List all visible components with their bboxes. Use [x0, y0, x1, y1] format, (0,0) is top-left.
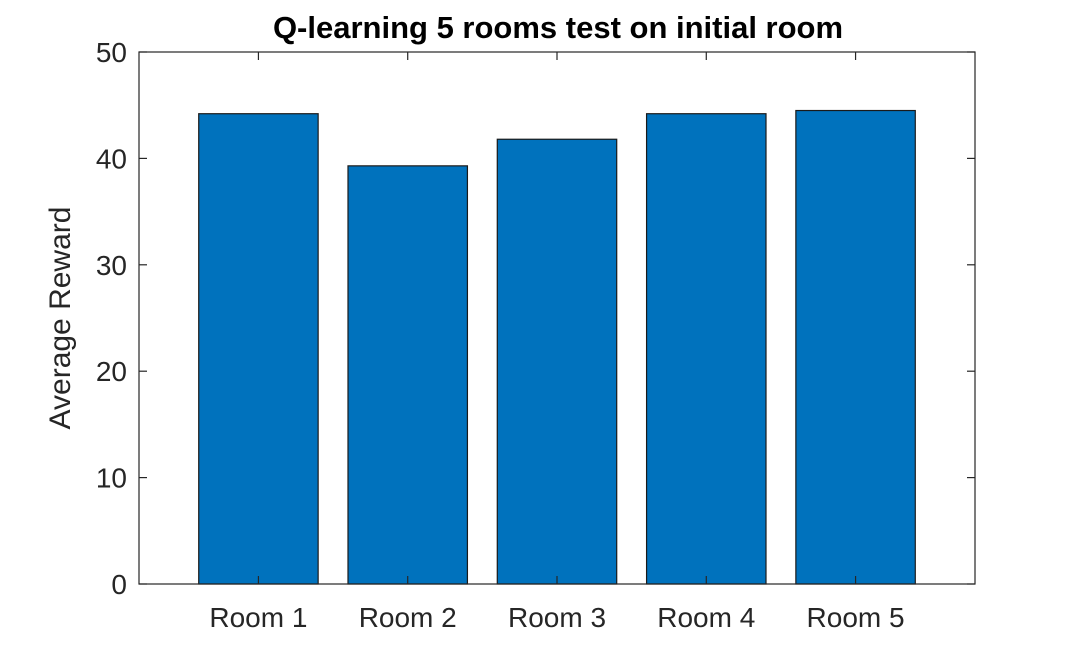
- y-tick-label: 30: [96, 250, 127, 281]
- y-tick-label: 50: [96, 37, 127, 68]
- y-tick-label: 10: [96, 463, 127, 494]
- x-axis-ticks: Room 1 Room 2 Room 3 Room 4 Room 5: [209, 52, 905, 633]
- bar-room-2: [347, 165, 469, 585]
- bar-room-4: [645, 113, 767, 585]
- x-tick-label: Room 4: [657, 602, 755, 633]
- y-tick-label: 40: [96, 143, 127, 174]
- y-axis-ticks: 0 10 20 30 40 50: [96, 37, 975, 600]
- x-tick-label: Room 1: [209, 602, 307, 633]
- y-axis-label: Average Reward: [44, 207, 77, 430]
- bar-room-1: [198, 113, 319, 585]
- x-tick-label: Room 3: [508, 602, 606, 633]
- bar-room-3: [496, 138, 618, 585]
- y-tick-label: 0: [111, 569, 127, 600]
- x-tick-label: Room 2: [359, 602, 457, 633]
- bars-group: [198, 109, 916, 585]
- bar-room-5: [795, 109, 916, 585]
- x-tick-label: Room 5: [807, 602, 905, 633]
- y-tick-label: 20: [96, 356, 127, 387]
- chart-title: Q-learning 5 rooms test on initial room: [273, 10, 843, 45]
